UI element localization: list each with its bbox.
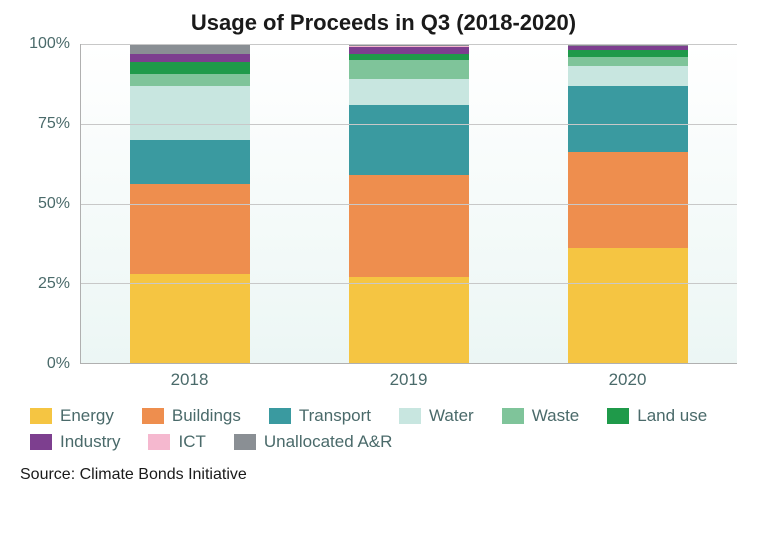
y-tick-label: 50% (38, 195, 70, 213)
x-tick-label: 2019 (349, 370, 469, 390)
legend-label: Energy (60, 406, 114, 426)
legend-item-buildings: Buildings (142, 406, 241, 426)
y-tick-label: 100% (29, 35, 70, 53)
legend-label: Land use (637, 406, 707, 426)
x-axis: 2018 2019 2020 (80, 370, 737, 390)
legend-swatch (502, 408, 524, 424)
legend-item-ict: ICT (148, 432, 205, 452)
grid-line (81, 44, 737, 45)
segment-industry (130, 54, 250, 62)
segment-unallocated (130, 44, 250, 54)
legend-label: Transport (299, 406, 371, 426)
segment-water (130, 86, 250, 140)
grid-line (81, 283, 737, 284)
source-text: Source: Climate Bonds Initiative (20, 466, 747, 484)
segment-energy (349, 277, 469, 363)
grid-line (81, 124, 737, 125)
segment-buildings (130, 184, 250, 273)
segment-transport (568, 86, 688, 153)
legend-swatch (30, 408, 52, 424)
legend-item-waste: Waste (502, 406, 580, 426)
legend-label: ICT (178, 432, 205, 452)
legend-item-water: Water (399, 406, 474, 426)
legend-label: Industry (60, 432, 120, 452)
legend-swatch (30, 434, 52, 450)
segment-transport (349, 105, 469, 175)
y-tick-label: 0% (47, 355, 70, 373)
segment-water (349, 79, 469, 105)
y-tick-label: 75% (38, 115, 70, 133)
legend-label: Water (429, 406, 474, 426)
legend: Energy Buildings Transport Water Waste Land u… (30, 406, 747, 452)
legend-item-unallocated: Unallocated A&R (234, 432, 393, 452)
y-axis: 0%25%50%75%100% (20, 44, 75, 364)
legend-swatch (148, 434, 170, 450)
segment-buildings (568, 152, 688, 248)
legend-item-landuse: Land use (607, 406, 707, 426)
segment-waste (349, 60, 469, 79)
legend-label: Unallocated A&R (264, 432, 393, 452)
legend-item-energy: Energy (30, 406, 114, 426)
legend-swatch (269, 408, 291, 424)
legend-item-transport: Transport (269, 406, 371, 426)
y-tick-label: 25% (38, 275, 70, 293)
x-tick-label: 2020 (568, 370, 688, 390)
segment-energy (568, 248, 688, 363)
legend-item-industry: Industry (30, 432, 120, 452)
legend-label: Buildings (172, 406, 241, 426)
chart-area: 0%25%50%75%100% (80, 44, 737, 364)
segment-landuse (130, 62, 250, 75)
plot-area (80, 44, 737, 364)
legend-label: Waste (532, 406, 580, 426)
legend-swatch (234, 434, 256, 450)
legend-swatch (399, 408, 421, 424)
segment-waste (568, 57, 688, 67)
segment-water (568, 66, 688, 85)
legend-swatch (142, 408, 164, 424)
segment-waste (130, 74, 250, 85)
legend-swatch (607, 408, 629, 424)
segment-energy (130, 274, 250, 363)
x-tick-label: 2018 (130, 370, 250, 390)
chart-title: Usage of Proceeds in Q3 (2018-2020) (20, 10, 747, 36)
segment-transport (130, 140, 250, 185)
segment-buildings (349, 175, 469, 277)
grid-line (81, 204, 737, 205)
